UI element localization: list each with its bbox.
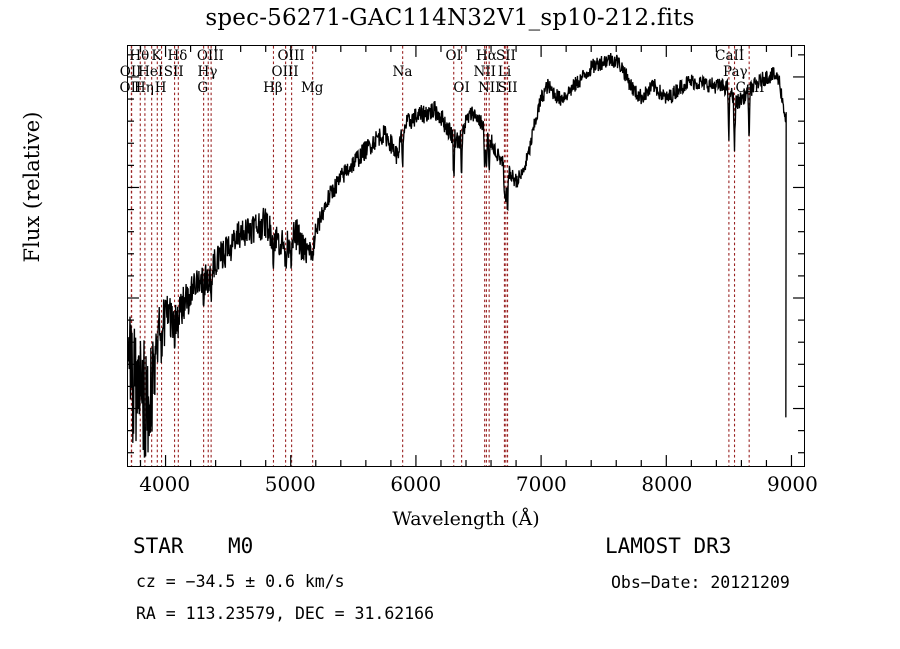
spectral-line-label: OII: [119, 64, 142, 80]
spectral-line-label: OII: [119, 80, 142, 96]
spectral-line-label: Hβ: [263, 80, 283, 96]
spectral-line-label: Hα: [476, 48, 497, 64]
spectral-line-label: H: [154, 80, 167, 96]
page-title: spec-56271-GAC114N32V1_sp10-212.fits: [205, 5, 695, 31]
spectral-line-label: CaII: [715, 48, 745, 64]
survey-label: LAMOST DR3: [605, 534, 732, 558]
y-axis-label: Flux (relative): [20, 111, 44, 263]
x-tick-label: 6000: [390, 472, 442, 496]
spectral-line-label: NII: [473, 64, 496, 80]
x-tick-label: 5000: [264, 472, 316, 496]
x-tick-label: 9000: [766, 472, 818, 496]
x-tick-label: 4000: [139, 472, 191, 496]
x-tick-label: 8000: [641, 472, 693, 496]
plot-area: [127, 45, 805, 467]
spectral-line-label: OI: [453, 80, 470, 96]
obs-date-label: Obs−Date: 20121209: [611, 573, 790, 592]
spectral-line-label: Hδ: [167, 48, 188, 64]
spectral-line-label: OI: [445, 48, 462, 64]
spectral-line-label: SII: [495, 48, 516, 64]
spectral-line-label: HeI: [138, 64, 164, 80]
spectral-line-label: OIII: [277, 48, 305, 64]
spectral-line-label: Hγ: [197, 64, 218, 80]
spectral-line-label: G: [197, 80, 209, 96]
spectral-line-label: K: [151, 48, 162, 64]
spectral-line-label: CaII: [735, 80, 765, 96]
spectral-line-label: Li: [497, 64, 512, 80]
spectral-class-label: M0: [228, 534, 254, 558]
x-tick-label: 7000: [515, 472, 567, 496]
spectral-line-label: Na: [392, 64, 413, 80]
spectral-line-label: Mg: [300, 80, 324, 96]
spectral-line-label: SII: [163, 64, 184, 80]
spectral-line-label: Hθ: [129, 48, 150, 64]
spectral-line-label: OIII: [271, 64, 299, 80]
coordinates-label: RA = 113.23579, DEC = 31.62166: [136, 604, 435, 623]
spectrum-plot: [128, 46, 804, 466]
spectral-line-label: SII: [497, 80, 518, 96]
radial-velocity-label: cz = −34.5 ± 0.6 km/s: [136, 572, 345, 591]
spectral-line-label: OIII: [196, 48, 224, 64]
spectral-line-label: Paγ: [723, 64, 748, 80]
spectral-line-label: NII: [477, 80, 501, 96]
x-axis-label: Wavelength (Å): [392, 508, 540, 530]
spectral-line-label: Hη: [134, 80, 154, 96]
object-type-label: STAR: [133, 534, 184, 558]
